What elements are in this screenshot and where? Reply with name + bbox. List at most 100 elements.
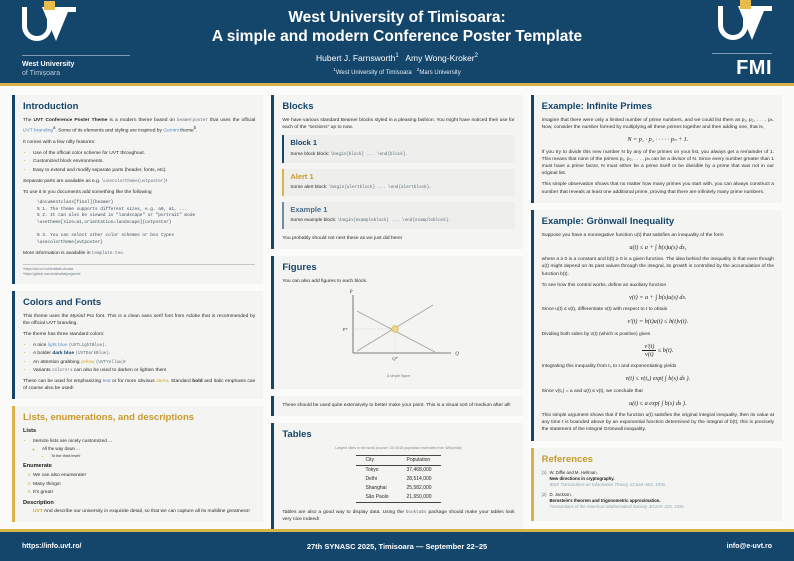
svg-text:P: P (349, 290, 353, 295)
list-item: All the way down ... To the third level! (42, 445, 255, 459)
itemize-level-3-list: To the third level! (51, 452, 255, 459)
uvt-branding-link[interactable]: UVT branding (23, 128, 54, 134)
colors-p3d: and italic emphasis can of course also b… (23, 379, 256, 392)
poster-columns: Introduction The UVT Conference Poster T… (0, 89, 794, 531)
gemini-link[interactable]: Gemini (163, 128, 179, 134)
colors-p3a: These can be used for emphasizing (23, 379, 103, 385)
gronwall-equation-2: v(t) = a + ∫ b(s)u(s) ds. (629, 294, 687, 302)
alert-1-mid: ... (375, 184, 389, 190)
footer-conference: 27th SYNASC 2025, Timisoara — September … (306, 542, 488, 551)
colors-p1b: font. This is a clean sans serif font fr… (23, 313, 256, 326)
subblock-example-1: Example 1 Some example block: \begin{exa… (282, 201, 515, 230)
references-body: [1] W. Diffie and M. Hellman. New direct… (542, 470, 774, 510)
cell-population: 25,582,000 (406, 484, 432, 491)
tables-outro: Tables are also a good way to display da… (282, 509, 514, 523)
list-item: A nice light blue (UVTLightBlue). (33, 342, 255, 349)
blocks-outro: You probably should not nest these as we… (282, 236, 403, 242)
block-1-begin-code: \begin{block} (330, 151, 365, 157)
list-item: We can also enumerate! (33, 472, 255, 479)
column-left: Introduction The UVT Conference Poster T… (12, 95, 264, 525)
primes-title: Example: Infinite Primes (541, 101, 652, 112)
table-head: City Population (356, 455, 441, 467)
introduction-footnotes: ᵃhttps://dci.uvt.ro/identitate-vizuala ᵇ… (23, 263, 256, 277)
gronwall-paragraph-4: Since u(t) ≤ v(t), differentiate v(t) wi… (541, 307, 668, 313)
gronwall-eq4-rest: ≤ b(t). (657, 346, 674, 354)
introduction-feature-list: Use of the official color scheme for UVT… (33, 150, 255, 174)
emphasis-text-sample: text (102, 379, 111, 385)
intro-p3b: ! (166, 178, 168, 184)
primes-body: Imagine that there were only a limited n… (542, 117, 774, 196)
gronwall-equation-1: u(t) ≤ a + ∫ b(s)u(s) ds, (629, 244, 687, 252)
intro-p5a: More information is available in (23, 251, 92, 257)
footer-email[interactable]: info@e-uvt.ro (726, 543, 772, 550)
column-header-population: Population (397, 455, 441, 467)
color-item-3-code: colors!x (51, 367, 73, 373)
fmi-logo-mark-icon (718, 0, 772, 48)
primes-equation: N = p₁ · p₂ · · · · · pₙ + 1. (627, 136, 689, 144)
font-name: Myriad Pro (70, 313, 95, 319)
colors-p3b: or for more obvious (110, 379, 157, 385)
example-1-period: . (448, 218, 450, 224)
cell-city: Shanghai (365, 484, 387, 491)
title-line-2: A simple and modern Conference Poster Te… (211, 27, 583, 45)
gronwall-fraction: v′(t) v(t) (642, 343, 657, 359)
itemize-demo-list: Itemize lists are nicely customized ... … (33, 438, 255, 460)
introduction-code-block: \documentclass[final]{beamer} % 1. The t… (37, 200, 196, 245)
colors-p3c: . Standard (168, 379, 193, 385)
reference-content: W. Diffie and M. Hellman. New directions… (549, 470, 665, 488)
fraction-denominator: v(t) (645, 351, 654, 359)
block-1-text: Some block block: (290, 151, 331, 157)
figures-title: Figures (282, 262, 317, 274)
lists-title: Lists, enumerations, and descriptions (23, 412, 195, 424)
references-title: References (541, 453, 593, 465)
primes-paragraph-2: If you try to divide this new number N b… (541, 149, 774, 177)
gronwall-paragraph-6: Integrating this inequality from t₀ to t… (541, 364, 677, 370)
gronwall-paragraph-2: where a ≥ 0 is a constant and b(t) ≥ 0 i… (541, 257, 774, 277)
svg-text:P*: P* (342, 327, 349, 332)
block-infinite-primes: Example: Infinite Primes Imagine that th… (530, 95, 782, 203)
itemize-level-2-list: All the way down ... To the third level! (42, 445, 255, 459)
block-lists: Lists, enumerations, and descriptions Li… (12, 406, 264, 523)
cell-population: 28,514,000 (406, 476, 432, 483)
reference-title: New directions in cryptography. (549, 475, 615, 481)
block-tables: Tables Largest cities in the world (sour… (271, 423, 523, 531)
description-item: UVT And describe our university in exqui… (33, 508, 255, 515)
table-row: Tokyo 37,468,000 (356, 466, 440, 475)
list-item: Use of the official color scheme for UVT… (33, 150, 255, 157)
table-header-row: City Population (356, 455, 441, 467)
introduction-paragraph-5: More information is available in templat… (23, 250, 255, 257)
column-middle: Blocks We have various standard Beamer b… (271, 95, 523, 531)
logo-divider (22, 55, 130, 56)
reference-content: D. Jackson. Bernstein's theorem and trig… (549, 492, 684, 510)
uvt-logo-left: West University of Timișoara (0, 1, 150, 78)
figure-container: P Q P* Q* A simple figure (282, 289, 514, 379)
gronwall-equation-4: v′(t) v(t) ≤ b(t). (542, 343, 774, 358)
gronwall-paragraph-7: Since v(t₀) = a and u(t) ≤ v(t), we conc… (541, 388, 643, 394)
footnote-a: ᵃhttps://dci.uvt.ro/identitate-vizuala (23, 266, 74, 271)
colors-paragraph-2: The theme has three standard colors: (23, 332, 105, 338)
fmi-logo-right: FMI (644, 0, 794, 80)
column-header-city: City (356, 455, 398, 467)
reference-entry: [2] D. Jackson. Bernstein's theorem and … (542, 492, 774, 510)
colors-body: This theme uses the Myriad Pro font. Thi… (23, 313, 255, 393)
reference-number: [2] (541, 491, 547, 497)
usecolortheme-code: \usecolortheme{uvtposter} (101, 178, 167, 184)
list-item: It's great! (33, 489, 255, 496)
gronwall-equation-5: v(t) ≤ v(t₀) exp( ∫ b(s) ds ). (625, 375, 691, 383)
reference-entry: [1] W. Diffie and M. Hellman. New direct… (542, 470, 774, 488)
footer-url[interactable]: https://info.uvt.ro/ (22, 543, 82, 550)
cell-population: 37,468,000 (406, 467, 432, 474)
blocks-title: Blocks (282, 101, 314, 112)
alert-1-text: Some alert block: (290, 184, 329, 190)
figures-outro-body: These should be used quite extensively t… (282, 402, 514, 409)
affiliation-2: Mars University (419, 69, 461, 76)
cell-city: Delhi (365, 476, 377, 483)
logo-university-city: of Timișoara (22, 70, 61, 77)
color-item-0-post: . (104, 343, 107, 349)
colors-title: Colors and Fonts (23, 296, 102, 308)
color-item-1-post: . (108, 351, 111, 357)
block-colors-and-fonts: Colors and Fonts This theme uses the Myr… (12, 290, 264, 400)
header-center: West University of Timisoara: A simple a… (150, 8, 644, 76)
author-2-sup: 2 (474, 52, 478, 59)
lists-subhead-description: Description (23, 500, 54, 507)
